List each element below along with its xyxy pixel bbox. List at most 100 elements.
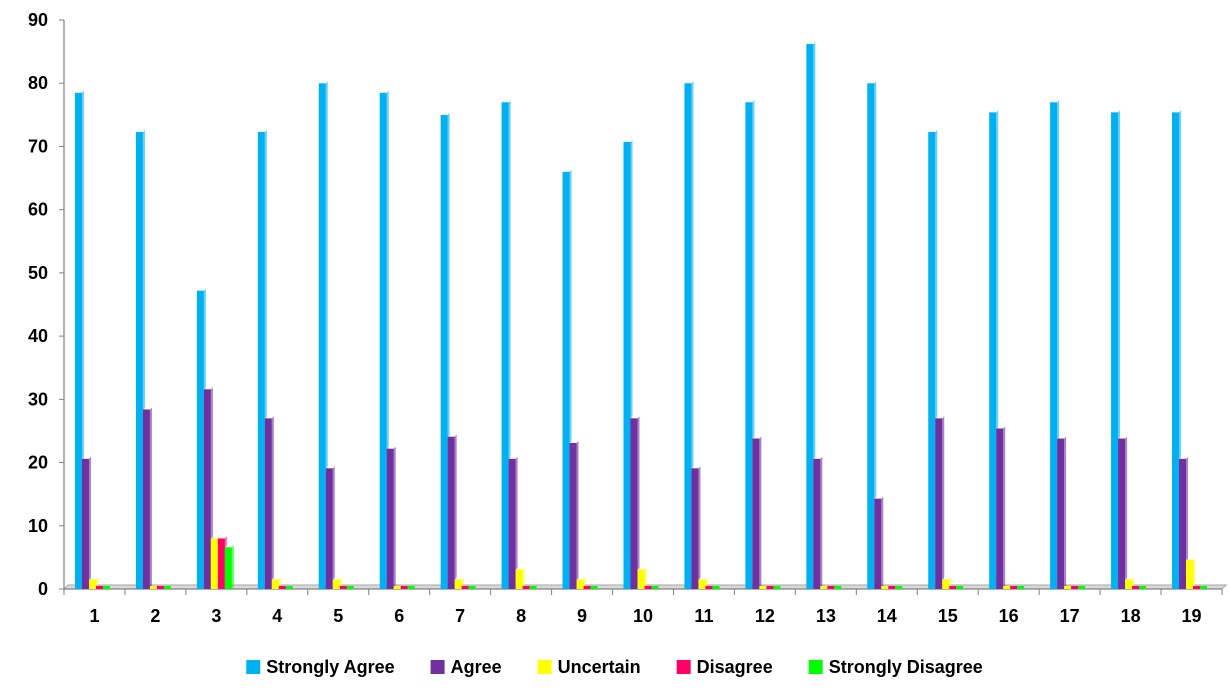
bar-top	[698, 577, 708, 580]
bar-top	[874, 496, 884, 499]
bar-top	[942, 577, 952, 580]
bar-front	[590, 586, 598, 589]
bar-front	[888, 586, 896, 589]
bar-side	[698, 466, 701, 589]
bar-front	[698, 579, 706, 589]
bar	[834, 586, 842, 589]
legend-item: Uncertain	[537, 657, 641, 677]
bar	[339, 586, 347, 589]
bar-front	[834, 586, 842, 589]
bar-side	[332, 466, 335, 589]
bar-front	[949, 586, 957, 589]
bar-front	[1186, 559, 1194, 589]
x-tick-label: 16	[999, 606, 1019, 626]
bar-front	[996, 428, 1004, 589]
bar-side	[1193, 557, 1196, 589]
bar-front	[684, 83, 692, 589]
bar-front	[1050, 102, 1058, 589]
bar-top	[257, 129, 267, 132]
legend-swatch	[808, 660, 823, 674]
bar	[508, 456, 518, 589]
x-tick-label: 19	[1182, 606, 1202, 626]
bar	[867, 81, 877, 589]
bar-top	[386, 446, 396, 449]
bar-top	[1111, 110, 1121, 113]
bar-front	[1179, 458, 1187, 589]
x-tick-label: 8	[516, 606, 526, 626]
bar-front	[102, 586, 110, 589]
x-tick-label: 1	[89, 606, 99, 626]
bar-front	[1057, 438, 1065, 589]
bar-front	[468, 586, 476, 589]
bar	[1132, 586, 1140, 589]
bar-top	[203, 387, 213, 390]
y-tick-label: 20	[28, 453, 48, 473]
bar	[806, 42, 816, 590]
bar-front	[1193, 586, 1201, 589]
bar-front	[1172, 112, 1180, 589]
bar	[1200, 586, 1208, 589]
bar-front	[142, 409, 150, 589]
bar	[1139, 586, 1147, 589]
bar	[813, 456, 823, 589]
bar-top	[1057, 436, 1067, 439]
bar-front	[386, 448, 394, 589]
bar-top	[935, 416, 945, 419]
bar-front	[264, 418, 272, 589]
bar-front	[407, 586, 415, 589]
bar-side	[1125, 436, 1128, 589]
bar	[935, 416, 945, 589]
bar-top	[752, 436, 762, 439]
bar	[156, 586, 164, 589]
bar-front	[461, 586, 469, 589]
bar-side	[271, 416, 274, 589]
bar-top	[691, 466, 701, 469]
bar	[1186, 557, 1196, 589]
x-tick-label: 18	[1121, 606, 1141, 626]
bar-top	[81, 456, 91, 459]
bar-side	[813, 42, 816, 590]
x-tick-label: 4	[272, 606, 282, 626]
bar	[766, 586, 774, 589]
y-tick-label: 80	[28, 73, 48, 93]
bar	[529, 586, 537, 589]
x-tick-label: 6	[394, 606, 404, 626]
bar	[393, 586, 401, 589]
bar-side	[325, 81, 328, 589]
bar-front	[332, 579, 340, 589]
bar	[386, 446, 396, 589]
bar-front	[1132, 586, 1140, 589]
bar	[522, 586, 530, 589]
legend-swatch	[430, 660, 445, 674]
bar-front	[644, 586, 652, 589]
bar-front	[806, 44, 814, 590]
bar-top	[989, 110, 999, 113]
x-tick-label: 14	[877, 606, 897, 626]
bar-side	[820, 456, 823, 589]
bar-front	[766, 586, 774, 589]
legend-label: Agree	[451, 657, 502, 677]
bar-side	[942, 416, 945, 589]
legend-label: Strongly Agree	[266, 657, 394, 677]
bar-side	[691, 81, 694, 589]
bar	[569, 440, 579, 589]
legend-label: Uncertain	[558, 657, 641, 677]
bar-side	[637, 416, 640, 589]
bar-front	[623, 142, 631, 589]
bar-top	[447, 434, 457, 437]
bar	[644, 586, 652, 589]
y-tick-label: 10	[28, 516, 48, 536]
bar	[888, 586, 896, 589]
bar-front	[203, 389, 211, 589]
bar	[1118, 436, 1128, 589]
bar-front	[637, 569, 645, 589]
bar	[1193, 586, 1201, 589]
legend-swatch	[246, 660, 261, 674]
bar-front	[1071, 586, 1079, 589]
bar-side	[149, 407, 152, 589]
bar-side	[88, 456, 91, 589]
bar	[590, 586, 598, 589]
bar-front	[651, 586, 659, 589]
